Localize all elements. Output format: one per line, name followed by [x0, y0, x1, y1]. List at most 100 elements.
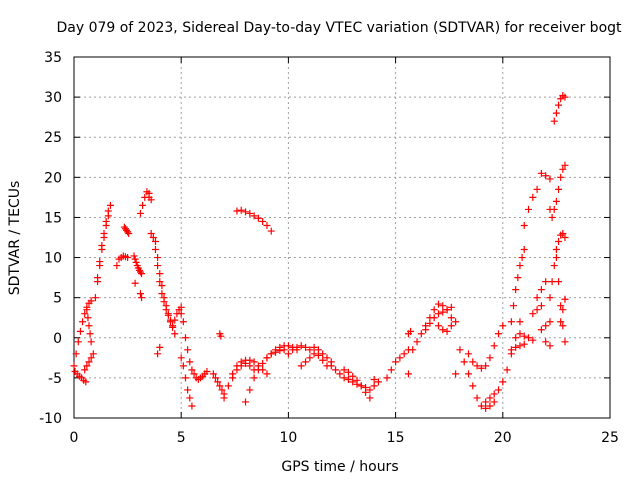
data-point	[284, 342, 292, 350]
data-point	[156, 278, 164, 286]
data-point	[214, 378, 222, 386]
data-point	[495, 386, 503, 394]
data-point	[246, 209, 254, 217]
data-point	[473, 394, 481, 402]
data-point	[83, 306, 91, 314]
x-tick-label: 5	[177, 430, 186, 446]
data-point	[477, 402, 485, 410]
series-arc-53	[546, 229, 569, 302]
data-point	[417, 330, 425, 338]
data-point	[124, 228, 132, 236]
x-tick-label: 20	[494, 430, 512, 446]
data-point	[340, 366, 348, 374]
x-tick-label: 15	[387, 430, 405, 446]
data-point	[529, 193, 537, 201]
data-point	[310, 350, 318, 358]
data-point	[537, 326, 545, 334]
data-point	[87, 297, 95, 305]
data-point	[87, 354, 95, 362]
data-point	[250, 212, 258, 220]
data-point	[188, 402, 196, 410]
data-point	[297, 362, 305, 370]
data-point	[149, 234, 157, 241]
data-point	[254, 214, 262, 222]
data-point	[233, 207, 241, 215]
series-arc-34	[404, 370, 412, 378]
data-point	[512, 343, 520, 351]
data-point	[469, 358, 477, 366]
data-point	[426, 319, 434, 327]
series-arc-40	[456, 346, 498, 412]
y-tick-label: 15	[44, 210, 62, 226]
data-point	[246, 386, 254, 394]
series-arc-27	[284, 342, 335, 366]
series-arc-51	[542, 338, 554, 350]
data-point	[267, 227, 275, 235]
data-point	[546, 294, 554, 302]
data-point	[533, 306, 541, 314]
data-point	[546, 342, 554, 350]
data-point	[72, 350, 80, 358]
data-point	[520, 246, 528, 254]
data-point	[136, 209, 144, 217]
series-arc-49	[537, 318, 554, 334]
series-arc-54	[548, 161, 569, 221]
data-point	[314, 351, 322, 359]
data-point	[477, 364, 485, 372]
data-point	[327, 362, 335, 370]
data-point	[552, 197, 560, 205]
data-point	[490, 342, 498, 350]
data-point	[548, 278, 556, 286]
data-point	[302, 343, 310, 351]
data-point	[357, 382, 365, 390]
data-point	[250, 358, 258, 366]
data-point	[124, 254, 132, 262]
data-point	[482, 404, 490, 412]
data-point	[125, 229, 133, 237]
data-point	[396, 354, 404, 362]
data-point	[546, 175, 554, 183]
data-point	[259, 359, 267, 367]
data-point	[537, 169, 545, 177]
data-point	[188, 366, 196, 374]
data-point	[495, 330, 503, 338]
series-arc-45	[507, 340, 528, 354]
data-point	[525, 205, 533, 213]
y-tick-label: 25	[44, 130, 62, 146]
data-point	[130, 252, 138, 260]
data-point	[353, 376, 361, 384]
data-point	[131, 255, 139, 263]
data-point	[486, 394, 494, 402]
data-point	[203, 367, 211, 375]
data-point	[550, 117, 558, 125]
data-point	[81, 366, 89, 374]
data-point	[136, 268, 144, 276]
data-point	[179, 362, 187, 370]
data-point	[520, 340, 528, 348]
data-point	[160, 294, 168, 302]
data-point	[319, 356, 327, 364]
data-point	[302, 358, 310, 366]
series-arc-39	[452, 370, 460, 378]
series-arc-19	[177, 354, 196, 410]
data-point	[131, 279, 139, 287]
data-point	[289, 346, 297, 354]
series-arc-57	[557, 295, 569, 326]
data-point	[387, 366, 395, 374]
data-point	[520, 221, 528, 229]
data-point	[81, 310, 89, 318]
x-tick-label: 0	[70, 430, 79, 446]
data-point	[452, 370, 460, 378]
data-point	[464, 350, 472, 358]
data-point	[181, 374, 189, 382]
data-point	[263, 221, 271, 229]
data-point	[370, 382, 378, 390]
data-point	[171, 316, 179, 324]
series-arc-33	[400, 346, 412, 358]
data-point	[469, 382, 477, 390]
data-point	[242, 398, 250, 406]
data-point	[154, 254, 162, 262]
series-arc-36	[409, 300, 455, 354]
